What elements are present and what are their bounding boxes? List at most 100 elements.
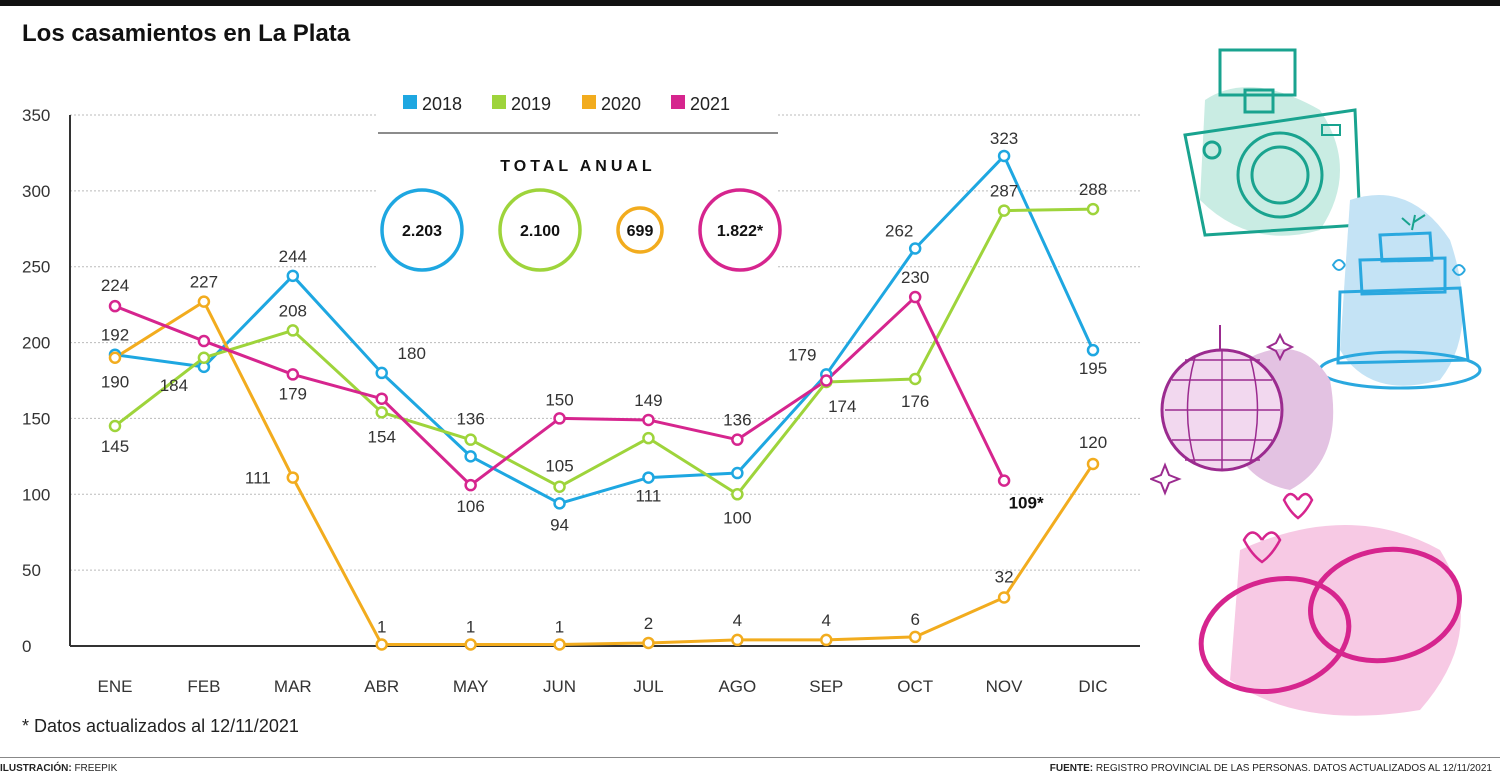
data-label-2020: 227 xyxy=(190,273,218,292)
data-label-2019: 208 xyxy=(279,301,307,320)
data-label-2020: 4 xyxy=(733,611,742,630)
cake-icon xyxy=(1318,195,1482,390)
data-label-2018: 262 xyxy=(885,222,913,241)
point-2021 xyxy=(464,478,477,492)
point-2020 xyxy=(464,638,477,651)
x-tick-label: DIC xyxy=(1078,677,1107,696)
point-2019 xyxy=(286,324,300,337)
x-tick-label: OCT xyxy=(897,677,933,696)
legend-label: 2020 xyxy=(601,94,641,114)
data-label-2018: 111 xyxy=(636,487,662,506)
wedding-rings-icon xyxy=(1198,492,1462,716)
legend-swatch xyxy=(582,95,596,109)
data-label-2018: 195 xyxy=(1079,359,1107,378)
data-label-2019: 100 xyxy=(723,508,751,527)
point-2019 xyxy=(908,372,922,386)
point-2018 xyxy=(553,497,566,510)
y-tick-label: 200 xyxy=(22,334,50,353)
point-2021 xyxy=(553,412,566,425)
point-2021 xyxy=(731,433,744,446)
bottom-divider xyxy=(0,757,1500,758)
data-label-2018: 94 xyxy=(550,515,569,534)
point-2019 xyxy=(108,419,122,433)
data-label-2018: 179 xyxy=(788,345,816,364)
point-2020 xyxy=(908,630,922,644)
total-value: 699 xyxy=(627,223,654,240)
x-tick-label: MAY xyxy=(453,677,489,696)
point-2019 xyxy=(197,351,211,364)
data-label-2018: 323 xyxy=(990,129,1018,148)
data-label-2021: 149 xyxy=(634,391,662,410)
y-tick-label: 300 xyxy=(22,182,50,201)
point-2019 xyxy=(1086,202,1100,216)
data-label-2020: 2 xyxy=(644,614,653,633)
point-2021 xyxy=(642,413,655,427)
legend-label: 2019 xyxy=(511,94,551,114)
point-2020 xyxy=(286,471,300,484)
data-label-2021: 224 xyxy=(101,276,129,295)
y-tick-label: 50 xyxy=(22,561,41,580)
legend-swatch xyxy=(403,95,417,109)
data-label-2019: 287 xyxy=(990,182,1018,201)
data-source: FUENTE: REGISTRO PROVINCIAL DE LAS PERSO… xyxy=(1049,763,1492,774)
point-2018 xyxy=(286,269,300,283)
point-2020 xyxy=(731,633,744,647)
y-tick-label: 100 xyxy=(22,485,50,504)
data-label-2021: 106 xyxy=(456,497,484,516)
x-tick-label: FEB xyxy=(187,677,220,696)
legend-label: 2021 xyxy=(690,94,730,114)
data-label-2020: 1 xyxy=(555,617,564,636)
total-value: 2.203 xyxy=(402,223,442,240)
data-label-2019: 174 xyxy=(828,397,856,416)
point-2019 xyxy=(997,204,1011,217)
legend-swatch xyxy=(492,95,506,109)
data-label-2018: 184 xyxy=(160,376,188,395)
total-value: 1.822* xyxy=(717,223,764,240)
point-2020 xyxy=(997,591,1011,604)
data-label-2018: 244 xyxy=(279,247,307,266)
point-2020 xyxy=(642,636,655,650)
data-label-2021: 179 xyxy=(279,384,307,403)
x-tick-label: ABR xyxy=(364,677,399,696)
point-2019 xyxy=(642,431,655,445)
point-2018 xyxy=(731,466,744,480)
legend-swatch xyxy=(671,95,685,109)
legend-label: 2018 xyxy=(422,94,462,114)
point-2018 xyxy=(642,471,655,484)
data-label-2019: 145 xyxy=(101,437,129,456)
data-label-2019: 176 xyxy=(901,392,929,411)
point-2020 xyxy=(820,633,833,647)
data-label-2020: 1 xyxy=(466,617,475,636)
data-label-2018: 192 xyxy=(101,326,129,345)
x-tick-label: JUN xyxy=(543,677,576,696)
point-2018 xyxy=(997,149,1011,163)
top-bar xyxy=(0,0,1500,6)
point-2018 xyxy=(464,450,477,463)
point-2018 xyxy=(1086,343,1100,357)
illustration-credit: ILUSTRACIÓN: FREEPIK xyxy=(0,763,118,774)
point-2019 xyxy=(731,488,744,501)
data-label-2020: 1 xyxy=(377,617,386,636)
point-2019 xyxy=(464,433,477,446)
total-circle xyxy=(616,206,664,254)
point-2020 xyxy=(108,351,122,364)
data-label-2020: 6 xyxy=(910,610,919,629)
series-line-2020 xyxy=(114,300,1095,646)
camera-icon xyxy=(1183,48,1362,237)
series-line-2018 xyxy=(114,154,1095,505)
point-2020 xyxy=(375,638,388,651)
data-label-2021: 136 xyxy=(723,411,751,430)
point-2018 xyxy=(908,242,922,255)
total-circle xyxy=(698,188,782,272)
total-circle xyxy=(498,188,582,272)
x-tick-label: NOV xyxy=(986,677,1024,696)
data-label-2021: 230 xyxy=(901,268,929,287)
point-2021 xyxy=(197,334,211,348)
series-line-2019 xyxy=(114,207,1094,496)
total-value: 2.100 xyxy=(520,223,560,240)
point-2018 xyxy=(375,366,388,380)
point-2020 xyxy=(1086,457,1100,471)
x-tick-label: SEP xyxy=(809,677,843,696)
data-label-2020: 111 xyxy=(245,469,271,488)
totals-title: TOTAL ANUAL xyxy=(500,158,655,175)
